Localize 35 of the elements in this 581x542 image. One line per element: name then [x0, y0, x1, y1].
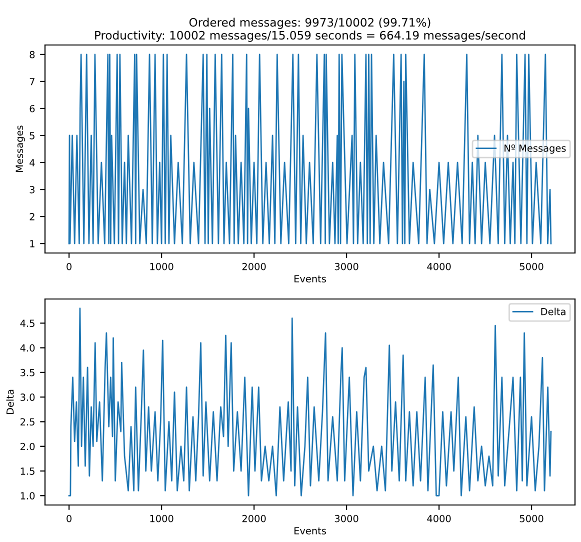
x-tick-label: 1000 [150, 514, 174, 522]
y-tick-label: 2.5 [20, 418, 34, 426]
legend-label: Nº Messages [504, 144, 566, 154]
y-tick-label: 4 [30, 159, 35, 166]
y-tick-label: 8 [30, 50, 35, 58]
chart-title: Ordered messages: 9973/10002 (99.71%) Productivity: 10002 messages/15.059 seconds = 664.19 messages/second [95, 18, 525, 42]
y-tick-label: 3.5 [20, 368, 34, 376]
x-tick-label: 4000 [427, 262, 451, 270]
x-tick-label: 1000 [150, 262, 174, 270]
legend-label: Delta [541, 308, 566, 316]
x-tick-label: 2000 [242, 514, 266, 522]
y-tick-label: 7 [30, 78, 34, 86]
x-tick-label: 0 [66, 514, 72, 522]
x-tick-label: 5000 [520, 514, 544, 522]
y-tick-label: 1.5 [20, 468, 34, 475]
x-tick-label: 3000 [334, 514, 358, 522]
y-tick-label: 1 [30, 240, 34, 248]
y-tick-label: 4.0 [20, 344, 35, 352]
x-axis-title: Events [294, 275, 326, 282]
y-tick-label: 4.5 [20, 320, 34, 327]
y-axis-title: Delta [6, 390, 14, 414]
x-axis-title: Events [294, 527, 326, 534]
y-tick-label: 1.0 [20, 492, 35, 500]
x-tick-label: 4000 [427, 514, 451, 522]
x-tick-label: 2000 [242, 262, 266, 270]
y-tick-label: 2.0 [20, 442, 35, 450]
x-tick-label: 5000 [520, 262, 544, 270]
x-tick-label: 0 [66, 262, 72, 270]
y-tick-label: 5 [30, 132, 34, 140]
y-axis-title: Messages [16, 126, 25, 172]
y-tick-label: 6 [30, 104, 35, 112]
x-tick-label: 3000 [334, 262, 358, 270]
y-tick-label: 2 [30, 213, 34, 220]
y-tick-label: 3.0 [20, 394, 35, 401]
y-tick-label: 3 [30, 186, 34, 194]
